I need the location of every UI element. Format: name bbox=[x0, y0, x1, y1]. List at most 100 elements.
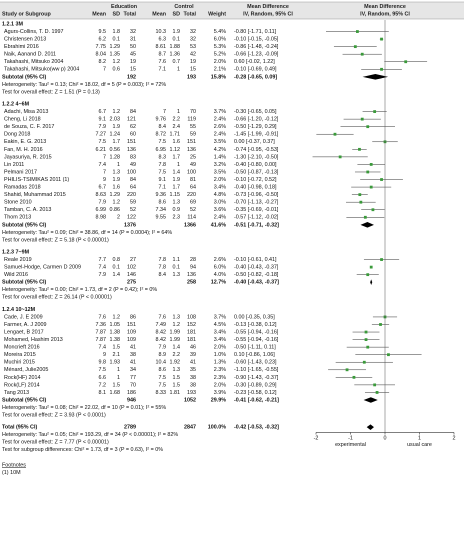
summary-label: Total (95% CI) bbox=[2, 425, 37, 431]
cell: 1.05 bbox=[110, 322, 121, 328]
x-tick-label: -1 bbox=[348, 435, 353, 441]
effect-square bbox=[375, 391, 379, 394]
cell: 1.36 bbox=[170, 52, 181, 58]
cell: 7.8 bbox=[159, 162, 167, 168]
cell: 1.29 bbox=[110, 44, 121, 50]
effect-square bbox=[380, 258, 383, 261]
cell: 8.42 bbox=[156, 337, 167, 343]
effect-square bbox=[369, 185, 373, 189]
cell: 84 bbox=[130, 109, 136, 115]
md-label: -0.70 [-1.13, -0.27] bbox=[234, 200, 279, 206]
cell: 136 bbox=[127, 147, 136, 153]
header-band bbox=[0, 2, 464, 19]
header-column: Total bbox=[184, 11, 197, 17]
x-tick-label: 1 bbox=[418, 435, 421, 441]
subgroup-title: 1.2.4 10~12M bbox=[2, 307, 36, 313]
cell: 5.4% bbox=[214, 29, 226, 35]
cell: 7.7 bbox=[99, 257, 107, 263]
subgroup-title: 1.2.3 7~9M bbox=[2, 249, 30, 255]
cell: 34 bbox=[130, 367, 136, 373]
md-label: -0.86 [-1.48, -0.24] bbox=[234, 44, 279, 50]
cell: 7 bbox=[103, 154, 106, 160]
subgroup-title: 1.2.2 4~6M bbox=[2, 101, 30, 107]
heterogeneity: Heterogeneity: Tau² = 0.00; Chi² = 1.73,… bbox=[2, 287, 157, 293]
cell: 70 bbox=[130, 382, 136, 388]
study-name: Naik, Aanand D. 2011 bbox=[4, 52, 56, 58]
cell: 6.7 bbox=[99, 109, 107, 115]
md-label: -0.40 [-0.43, -0.37] bbox=[234, 265, 279, 271]
overall-effect: Test for overall effect: Z = 1.51 (P = 0… bbox=[2, 89, 100, 95]
cell: 25 bbox=[190, 154, 196, 160]
header-control: Control bbox=[174, 4, 194, 10]
summary-weight: 41.6% bbox=[211, 222, 226, 228]
cell: 39 bbox=[190, 352, 196, 358]
cell: 7 bbox=[103, 67, 106, 73]
cell: 8.4 bbox=[159, 272, 167, 278]
header-study: Study or Subgroup bbox=[2, 11, 52, 17]
summary-n: 2789 bbox=[124, 425, 136, 431]
cell: 1.3 bbox=[113, 169, 121, 175]
study-name: Muchiri 2015 bbox=[4, 360, 35, 366]
cell: 77 bbox=[130, 375, 136, 381]
study-name: Wild 2016 bbox=[4, 272, 28, 278]
cell: 2.3 bbox=[173, 215, 181, 221]
overall-effect: Test for overall effect: Z = 26.14 (P < … bbox=[2, 295, 112, 301]
cell: 1 bbox=[117, 367, 120, 373]
cell: 1.3 bbox=[173, 314, 181, 320]
cell: 10.3 bbox=[156, 29, 167, 35]
md-label: -0.60 [-1.43, 0.23] bbox=[234, 360, 277, 366]
cell: 15 bbox=[190, 67, 196, 73]
cell: 2.0% bbox=[214, 59, 226, 65]
summary-weight: 15.8% bbox=[211, 74, 226, 80]
effect-square bbox=[359, 200, 363, 204]
cell: 186 bbox=[127, 390, 136, 396]
cell: 41 bbox=[130, 360, 136, 366]
cell: 7.6 bbox=[159, 59, 167, 65]
cell: 8.04 bbox=[96, 52, 107, 58]
cell: 1.6 bbox=[173, 139, 181, 145]
cell: 7.27 bbox=[96, 132, 107, 138]
cell: 94 bbox=[190, 265, 196, 271]
md-label: -0.50 [-0.87, -0.13] bbox=[234, 169, 279, 175]
cell: 114 bbox=[187, 215, 196, 221]
cell: 1.2 bbox=[113, 200, 121, 206]
cell: 8.63 bbox=[96, 192, 107, 198]
overall-effect: Test for overall effect: Z = 3.93 (P < 0… bbox=[2, 413, 106, 419]
effect-square bbox=[380, 178, 383, 181]
cell: 8.1 bbox=[99, 390, 107, 396]
md-label: -0.30 [-0.89, 0.29] bbox=[234, 382, 277, 388]
x-tick-label: 0 bbox=[384, 435, 387, 441]
cell: 32 bbox=[190, 37, 196, 43]
study-name: de Souza, C. F. 2017 bbox=[4, 124, 54, 130]
cell: 1.4 bbox=[113, 272, 121, 278]
cell: 1 bbox=[177, 109, 180, 115]
cell: 1.29 bbox=[110, 192, 121, 198]
cell: 6.99 bbox=[96, 207, 107, 213]
cell: 38 bbox=[190, 375, 196, 381]
cell: 8.33 bbox=[156, 390, 167, 396]
cell: 1.3 bbox=[173, 367, 181, 373]
cell: 2.1% bbox=[214, 67, 226, 73]
study-name: Farmer, A. J 2009 bbox=[4, 322, 47, 328]
cell: 1.24 bbox=[110, 132, 121, 138]
cell: 122 bbox=[127, 215, 136, 221]
cell: 7.34 bbox=[156, 207, 167, 213]
cell: 7.9 bbox=[99, 124, 107, 130]
cell: 0.1 bbox=[113, 265, 121, 271]
cell: 27 bbox=[130, 257, 136, 263]
cell: 86 bbox=[130, 314, 136, 320]
effect-square bbox=[345, 368, 349, 372]
cell: 7.36 bbox=[96, 322, 107, 328]
md-label: -0.10 [-0.15, -0.05] bbox=[234, 37, 279, 43]
cell: 6.95 bbox=[156, 147, 167, 153]
cell: 1.81 bbox=[170, 390, 181, 396]
effect-square bbox=[380, 67, 383, 71]
cell: 151 bbox=[187, 139, 196, 145]
cell: 1 bbox=[117, 375, 120, 381]
cell: 1.4 bbox=[173, 169, 181, 175]
cell: 28 bbox=[190, 257, 196, 263]
cell: 0.56 bbox=[110, 147, 121, 153]
cell: 7.5 bbox=[99, 139, 107, 145]
cell: 7.4 bbox=[99, 345, 107, 351]
cell: 1.9 bbox=[173, 29, 181, 35]
